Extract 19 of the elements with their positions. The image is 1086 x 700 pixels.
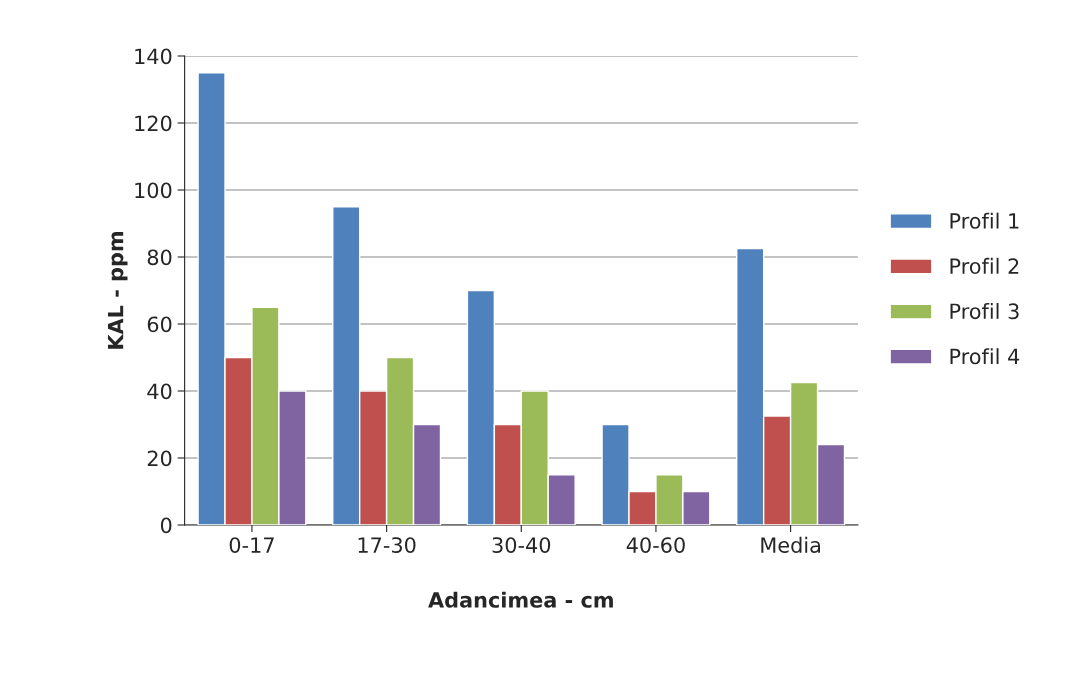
y-tick-label: 20 bbox=[147, 450, 172, 467]
y-tick-label: 80 bbox=[147, 249, 172, 266]
x-tick-label: 30-40 bbox=[492, 537, 551, 553]
legend-label: Profil 4 bbox=[950, 348, 1020, 365]
legend-label: Profil 3 bbox=[950, 303, 1019, 320]
y-tick-label: 120 bbox=[135, 115, 172, 132]
legend-label: Profil 1 bbox=[950, 212, 1019, 229]
x-tick-label: Media bbox=[761, 536, 820, 553]
y-tick-label: 60 bbox=[147, 316, 172, 333]
y-axis-title: KAL - ppm bbox=[107, 232, 128, 349]
x-axis-title: Adancimea - cm bbox=[428, 591, 613, 608]
y-tick-label: 140 bbox=[135, 48, 172, 65]
y-tick-label: 100 bbox=[135, 182, 172, 199]
legend-label: Profil 2 bbox=[950, 257, 1019, 274]
x-tick-label: 40-60 bbox=[626, 537, 685, 553]
y-tick-label: 0 bbox=[160, 517, 172, 534]
y-tick-label: 40 bbox=[147, 383, 172, 400]
x-tick-label: 17-30 bbox=[358, 537, 416, 553]
x-tick-label: 0-17 bbox=[229, 537, 274, 553]
